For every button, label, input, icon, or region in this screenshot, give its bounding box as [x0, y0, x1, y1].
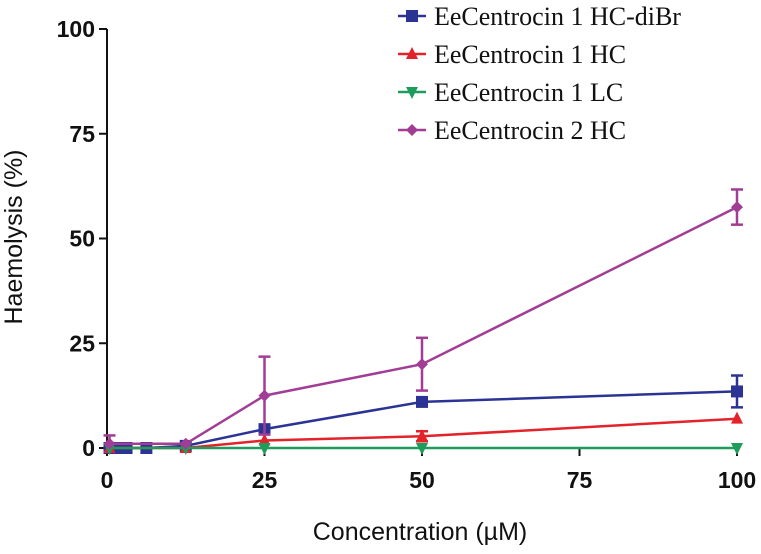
x-tick-label: 100	[718, 467, 756, 493]
legend: EeCentrocin 1 HC-diBr EeCentrocin 1 HC EeC…	[398, 2, 681, 145]
data-point	[731, 385, 743, 398]
x-tick-label: 0	[101, 467, 114, 493]
data-point	[179, 437, 192, 450]
series-layer	[103, 188, 743, 455]
legend-item: EeCentrocin 1 HC	[398, 40, 626, 69]
y-axis-title: Haemolysis (%)	[0, 149, 28, 324]
y-tick-label: 50	[69, 226, 95, 252]
legend-marker	[406, 87, 418, 99]
data-point	[416, 395, 428, 408]
x-ticks: 0 25 50 75 100	[101, 448, 756, 493]
legend-marker	[406, 47, 418, 59]
series-4	[103, 188, 743, 450]
x-tick-label: 75	[567, 467, 593, 493]
legend-marker	[406, 10, 418, 22]
series-3	[103, 443, 743, 455]
y-ticks: 0 25 50 75 100	[57, 16, 107, 461]
x-tick-label: 25	[252, 467, 278, 493]
data-point	[416, 443, 428, 455]
data-point	[416, 429, 428, 442]
data-point	[731, 443, 743, 455]
legend-label: EeCentrocin 1 HC	[434, 40, 626, 69]
legend-marker	[406, 124, 418, 136]
data-point	[731, 411, 743, 424]
series-line	[109, 205, 738, 446]
x-axis-title: Concentration (µM)	[313, 518, 527, 546]
y-tick-label: 25	[69, 330, 95, 356]
data-point	[416, 358, 428, 371]
data-point	[258, 389, 271, 402]
y-tick-label: 75	[69, 121, 95, 147]
data-point	[103, 437, 116, 450]
y-tick-label: 0	[82, 435, 95, 461]
data-point	[258, 433, 271, 446]
axes: 0 25 50 75 100 0 25 50 75 100	[57, 16, 757, 493]
legend-label: EeCentrocin 2 HC	[434, 116, 626, 145]
legend-item: EeCentrocin 1 HC-diBr	[398, 2, 681, 31]
x-tick-label: 50	[409, 467, 435, 493]
legend-label: EeCentrocin 1 HC-diBr	[434, 2, 681, 31]
legend-item: EeCentrocin 2 HC	[398, 116, 626, 145]
data-point	[731, 201, 743, 214]
data-point	[258, 443, 271, 455]
legend-item: EeCentrocin 1 LC	[398, 78, 623, 107]
legend-label: EeCentrocin 1 LC	[434, 78, 623, 107]
y-tick-label: 100	[57, 16, 95, 42]
